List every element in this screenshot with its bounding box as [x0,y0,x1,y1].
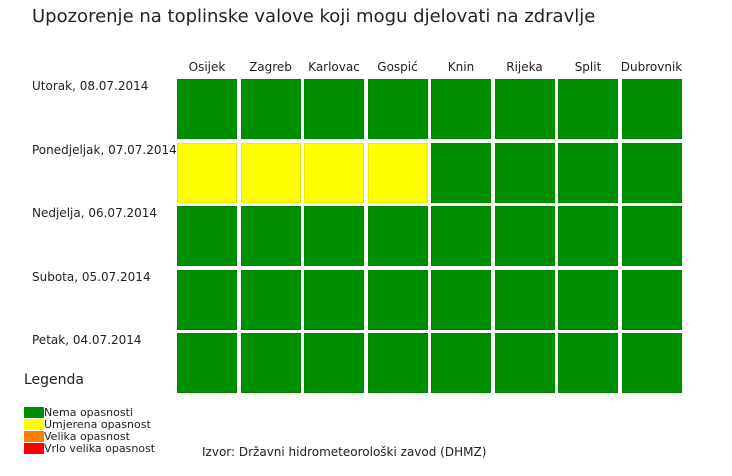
heatmap-cell [304,270,364,330]
heatmap-cell [622,79,682,139]
row-label: Utorak, 08.07.2014 [32,79,149,93]
heatmap-cell [241,270,301,330]
heatmap-cell [304,333,364,393]
column-label: Osijek [188,60,226,74]
heatmap-cell [241,79,301,139]
heatmap-cell [304,143,364,203]
heatmap-cell [622,333,682,393]
legend-swatch [24,443,44,454]
heatmap-cell [241,333,301,393]
heatmap-cell [304,79,364,139]
heatmap-cell [558,79,618,139]
heatmap-cell [495,79,555,139]
heatmap-cell [177,143,237,203]
heatmap-cell [622,143,682,203]
heatmap-cell [304,206,364,266]
heatmap-cell [495,333,555,393]
heatmap-cell [495,270,555,330]
legend-swatch [24,407,44,418]
legend-label: Umjerena opasnost [44,418,151,431]
heatmap-cell [558,206,618,266]
column-label: Gospić [377,60,418,74]
heatmap-cell [368,79,428,139]
source-note: Izvor: Državni hidrometeorološki zavod (… [202,445,487,459]
heatmap-cell [495,143,555,203]
heatmap-cell [368,206,428,266]
column-label: Dubrovnik [620,60,683,74]
heatmap-cell [495,206,555,266]
heatmap-cell [558,143,618,203]
heatmap-cell [177,333,237,393]
legend-label: Velika opasnost [44,430,130,443]
legend-swatch [24,419,44,430]
column-label: Karlovac [308,60,360,74]
legend-item: Vrlo velika opasnost [24,443,155,455]
row-label: Petak, 04.07.2014 [32,333,142,347]
legend-label: Vrlo velika opasnost [44,442,156,455]
heatmap-cell [177,79,237,139]
legend-item: Velika opasnost [24,431,130,443]
heatmap-cell [241,206,301,266]
legend-swatch [24,431,44,442]
heatmap-cell [368,270,428,330]
legend-label: Nema opasnosti [44,406,133,419]
column-label: Zagreb [249,60,292,74]
heatmap-cell [431,79,491,139]
legend-title: Legenda [24,372,85,388]
heatmap-cell [368,143,428,203]
column-label: Split [574,60,602,74]
heatmap-cell [558,333,618,393]
heatmap-cell [177,270,237,330]
column-label: Rijeka [506,60,543,74]
legend-item: Umjerena opasnost [24,419,151,431]
chart-title: Upozorenje na toplinske valove koji mogu… [32,6,596,27]
heatmap-cell [431,206,491,266]
heatmap-cell [431,270,491,330]
heatmap-cell [368,333,428,393]
heatmap-cell [431,143,491,203]
row-label: Ponedjeljak, 07.07.2014 [32,142,177,157]
heatmap-cell [622,206,682,266]
row-label: Subota, 05.07.2014 [32,269,151,284]
heatmap-cell [558,270,618,330]
heatmap-cell [622,270,682,330]
legend-item: Nema opasnosti [24,407,133,419]
heatmap-cell [431,333,491,393]
heatmap-cell [241,143,301,203]
row-label: Nedjelja, 06.07.2014 [32,206,158,220]
column-label: Knin [447,60,475,74]
heatmap-cell [177,206,237,266]
